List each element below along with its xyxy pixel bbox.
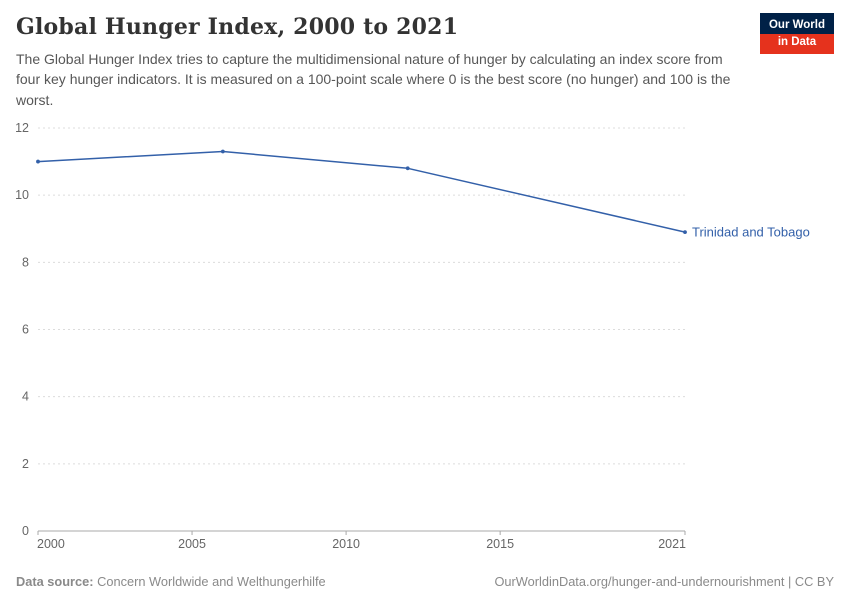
owid-logo-line2: in Data — [759, 33, 834, 54]
y-tick-label: 6 — [22, 322, 29, 336]
y-tick-label: 12 — [15, 121, 29, 135]
x-tick-label: 2005 — [178, 537, 206, 551]
owid-logo: Our World in Data — [759, 13, 834, 54]
y-tick-label: 0 — [22, 524, 29, 538]
x-tick-label: 2021 — [658, 537, 686, 551]
chart-header: Global Hunger Index, 2000 to 2021 The Gl… — [0, 0, 850, 110]
data-source-value: Concern Worldwide and Welthungerhilfe — [97, 574, 326, 589]
data-point — [36, 159, 40, 164]
data-point — [220, 149, 225, 154]
y-tick-label: 10 — [15, 188, 29, 202]
series-line — [37, 150, 686, 233]
x-tick-label: 2015 — [486, 537, 514, 551]
y-tick-label: 4 — [22, 390, 29, 404]
x-tick-label: 2000 — [37, 537, 65, 551]
data-source: Data source: Concern Worldwide and Welth… — [16, 574, 326, 589]
y-tick-label: 2 — [22, 457, 29, 471]
y-tick-label: 8 — [22, 255, 29, 269]
owid-logo-line1: Our World — [768, 19, 825, 31]
chart-svg: 0 2 4 6 8 10 12 2000 2005 2010 2015 2021 Trinidad an… — [15, 121, 810, 551]
data-point — [683, 230, 687, 234]
series-end-label: Trinidad and Tobago — [692, 224, 810, 239]
chart-footer: Data source: Concern Worldwide and Welth… — [16, 574, 834, 589]
attribution: OurWorldinData.org/hunger-and-undernouri… — [494, 574, 834, 589]
chart-subtitle: The Global Hunger Index tries to capture… — [16, 51, 731, 108]
x-tick-label: 2010 — [332, 537, 360, 551]
data-source-label: Data source: — [16, 574, 94, 589]
data-point — [405, 166, 410, 171]
page-title: Global Hunger Index, 2000 to 2021 — [16, 14, 459, 40]
